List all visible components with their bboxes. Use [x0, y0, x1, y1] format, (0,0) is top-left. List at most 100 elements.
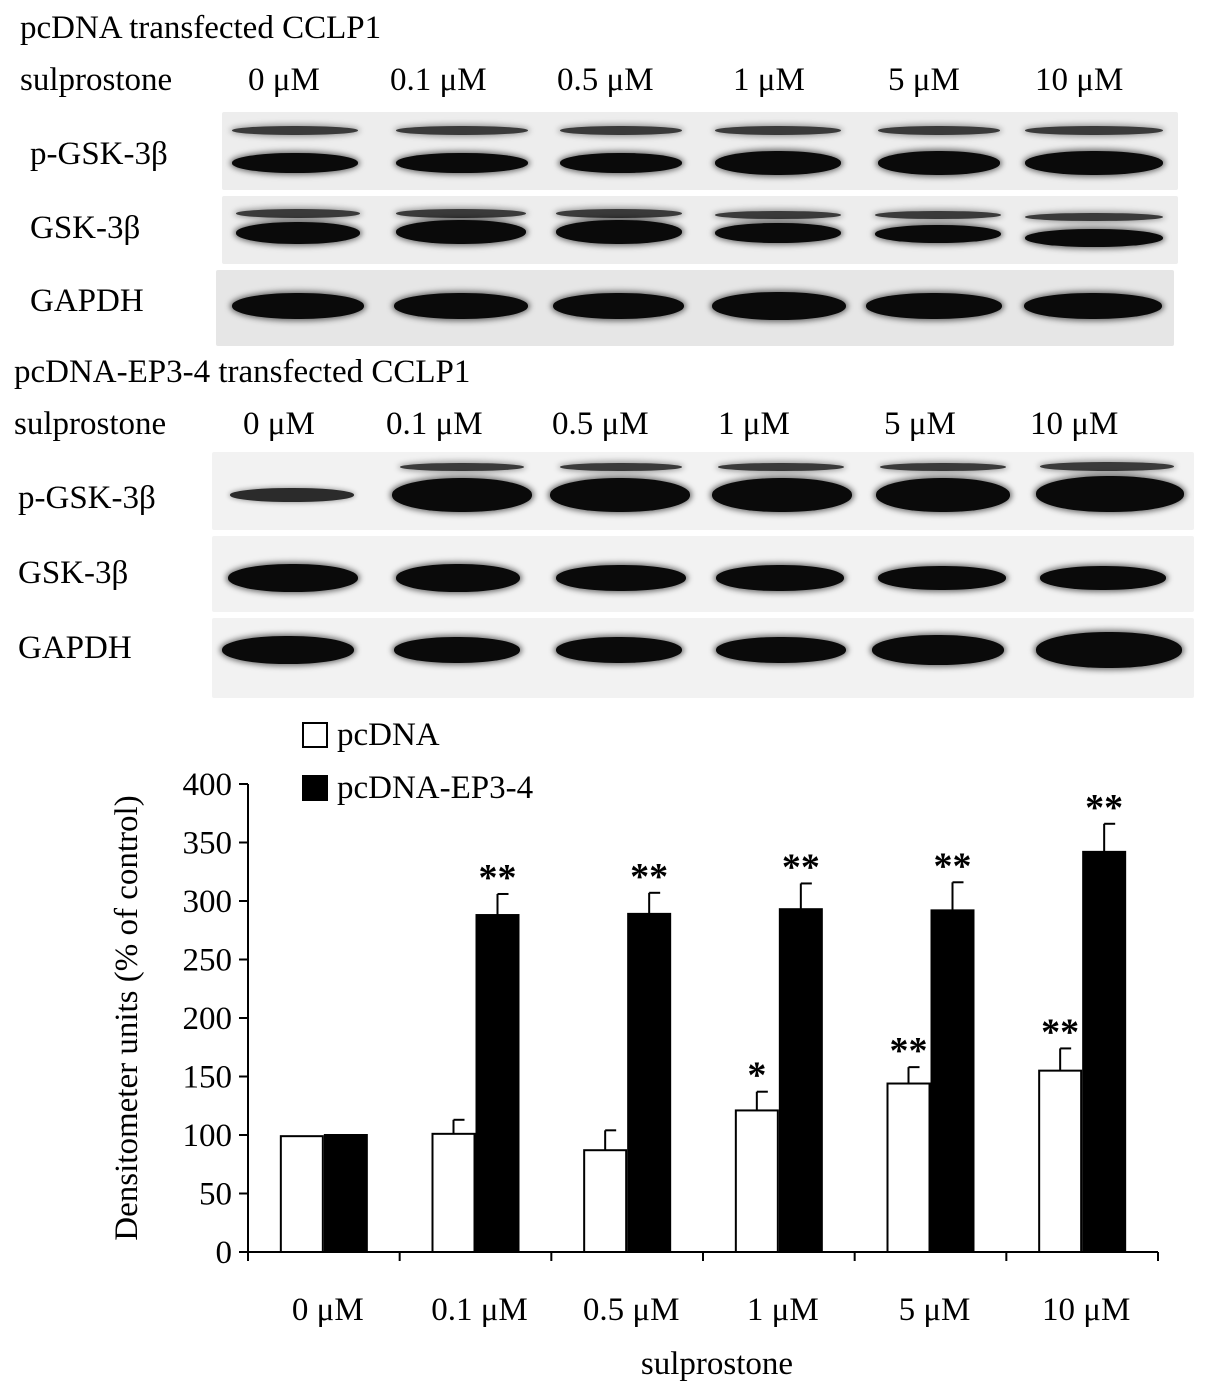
- panel2-band: [222, 636, 354, 664]
- panel2-band: [1036, 632, 1182, 668]
- panel1-band: [560, 126, 682, 135]
- significance-mark: **: [1041, 1011, 1079, 1053]
- bar: [778, 908, 823, 1253]
- panel2-band: [1040, 462, 1174, 471]
- panel1-row-label-gapdh: GAPDH: [30, 283, 144, 319]
- panel1-band: [236, 209, 360, 218]
- panel1-band: [396, 126, 528, 135]
- y-tick-label: 200: [183, 1001, 233, 1037]
- bar: [886, 1082, 931, 1254]
- panel1-band: [232, 293, 364, 319]
- bar: [1038, 1069, 1083, 1254]
- panel1-band: [394, 293, 528, 319]
- panel1-lane-label-3: 0.5 μM: [557, 62, 654, 98]
- panel1-band: [1024, 293, 1162, 319]
- panel1-band: [556, 209, 682, 218]
- panel1-lane-label-4: 1 μM: [733, 62, 805, 98]
- panel2-band: [880, 463, 1006, 471]
- x-tick-label: 1 μM: [747, 1292, 819, 1328]
- panel2-band: [1040, 566, 1166, 590]
- panel1-lane-label-1: 0 μM: [248, 62, 320, 98]
- panel2-band: [396, 564, 520, 592]
- significance-mark: **: [630, 856, 668, 898]
- panel2-band: [400, 463, 524, 471]
- panel2-lane-label-4: 1 μM: [718, 406, 790, 442]
- panel2-blot-gsk: [212, 536, 1194, 612]
- panel1-band: [553, 293, 684, 319]
- panel2-band: [878, 566, 1006, 590]
- panel1-band: [715, 151, 841, 175]
- panel1-band: [866, 293, 1002, 319]
- panel1-treatment-label: sulprostone: [20, 62, 173, 98]
- panel2-lane-label-1: 0 μM: [243, 406, 315, 442]
- panel1-lane-label-6: 10 μM: [1035, 62, 1124, 98]
- significance-mark: **: [1085, 787, 1123, 829]
- panel1-band: [396, 153, 528, 173]
- y-axis-label: Densitometer units (% of control): [109, 795, 145, 1240]
- panel1-band: [715, 223, 841, 243]
- panel2-band: [228, 564, 358, 592]
- significance-mark: **: [479, 857, 517, 899]
- panel1-blot-gsk: [222, 196, 1178, 264]
- panel1-band: [715, 211, 841, 219]
- panel2-band: [1036, 476, 1184, 512]
- panel1-band: [875, 211, 1001, 219]
- panel2-band: [394, 637, 520, 663]
- panel2-row-label-gapdh: GAPDH: [18, 630, 132, 666]
- bar: [475, 914, 520, 1253]
- panel2-blot-pgsk: [212, 452, 1194, 530]
- panel1-blot-pgsk: [222, 112, 1178, 190]
- panel2-band: [556, 637, 682, 663]
- panel1-lane-label-5: 5 μM: [888, 62, 960, 98]
- y-tick-label: 50: [199, 1177, 232, 1213]
- panel2-lane-label-2: 0.1 μM: [386, 406, 483, 442]
- panel1-band: [1025, 229, 1163, 247]
- panel2-band: [550, 478, 690, 512]
- significance-mark: **: [934, 845, 972, 887]
- bar: [930, 909, 975, 1253]
- panel1-band: [396, 209, 526, 218]
- panel1-band: [1025, 213, 1163, 221]
- panel1-band: [712, 292, 846, 320]
- panel2-band: [872, 635, 1004, 665]
- panel1-row-label-gsk: GSK-3β: [30, 210, 141, 246]
- x-tick-label: 5 μM: [899, 1292, 971, 1328]
- panel1-band: [715, 126, 841, 135]
- x-tick-label: 10 μM: [1042, 1292, 1130, 1328]
- panel2-lane-label-6: 10 μM: [1030, 406, 1119, 442]
- legend-label: pcDNA: [337, 717, 440, 753]
- y-tick-label: 0: [216, 1235, 233, 1271]
- bar: [431, 1132, 476, 1253]
- y-tick-label: 100: [183, 1118, 233, 1154]
- panel2-row-label-pgsk: p-GSK-3β: [18, 480, 156, 516]
- panel2-band: [392, 478, 532, 512]
- panel2-blot-gapdh: [212, 618, 1194, 698]
- y-tick-label: 400: [183, 767, 233, 803]
- panel2-lane-label-5: 5 μM: [884, 406, 956, 442]
- bar: [734, 1109, 779, 1254]
- panel1-band: [1025, 126, 1163, 135]
- panel1-row-label-pgsk: p-GSK-3β: [30, 136, 168, 172]
- bar: [279, 1135, 324, 1254]
- legend-label: pcDNA-EP3-4: [337, 770, 533, 806]
- significance-mark: *: [747, 1055, 766, 1097]
- bar: [323, 1134, 368, 1253]
- bar: [583, 1149, 628, 1253]
- panel2-treatment-label: sulprostone: [14, 406, 167, 442]
- panel2-band: [556, 565, 686, 591]
- panel2-band: [716, 565, 844, 591]
- panel2-band: [718, 463, 844, 471]
- panel1-blot-gapdh: [216, 270, 1174, 346]
- x-tick-label: 0.5 μM: [583, 1292, 680, 1328]
- y-tick-label: 150: [183, 1060, 233, 1096]
- x-tick-label: 0 μM: [292, 1292, 364, 1328]
- panel2-lane-label-3: 0.5 μM: [552, 406, 649, 442]
- panel1-band: [236, 222, 360, 244]
- significance-mark: **: [890, 1030, 928, 1072]
- panel1-band: [878, 126, 1000, 135]
- bar: [627, 912, 672, 1253]
- significance-mark: **: [782, 846, 820, 888]
- panel2-band: [876, 478, 1010, 512]
- panel1-band: [875, 225, 1001, 243]
